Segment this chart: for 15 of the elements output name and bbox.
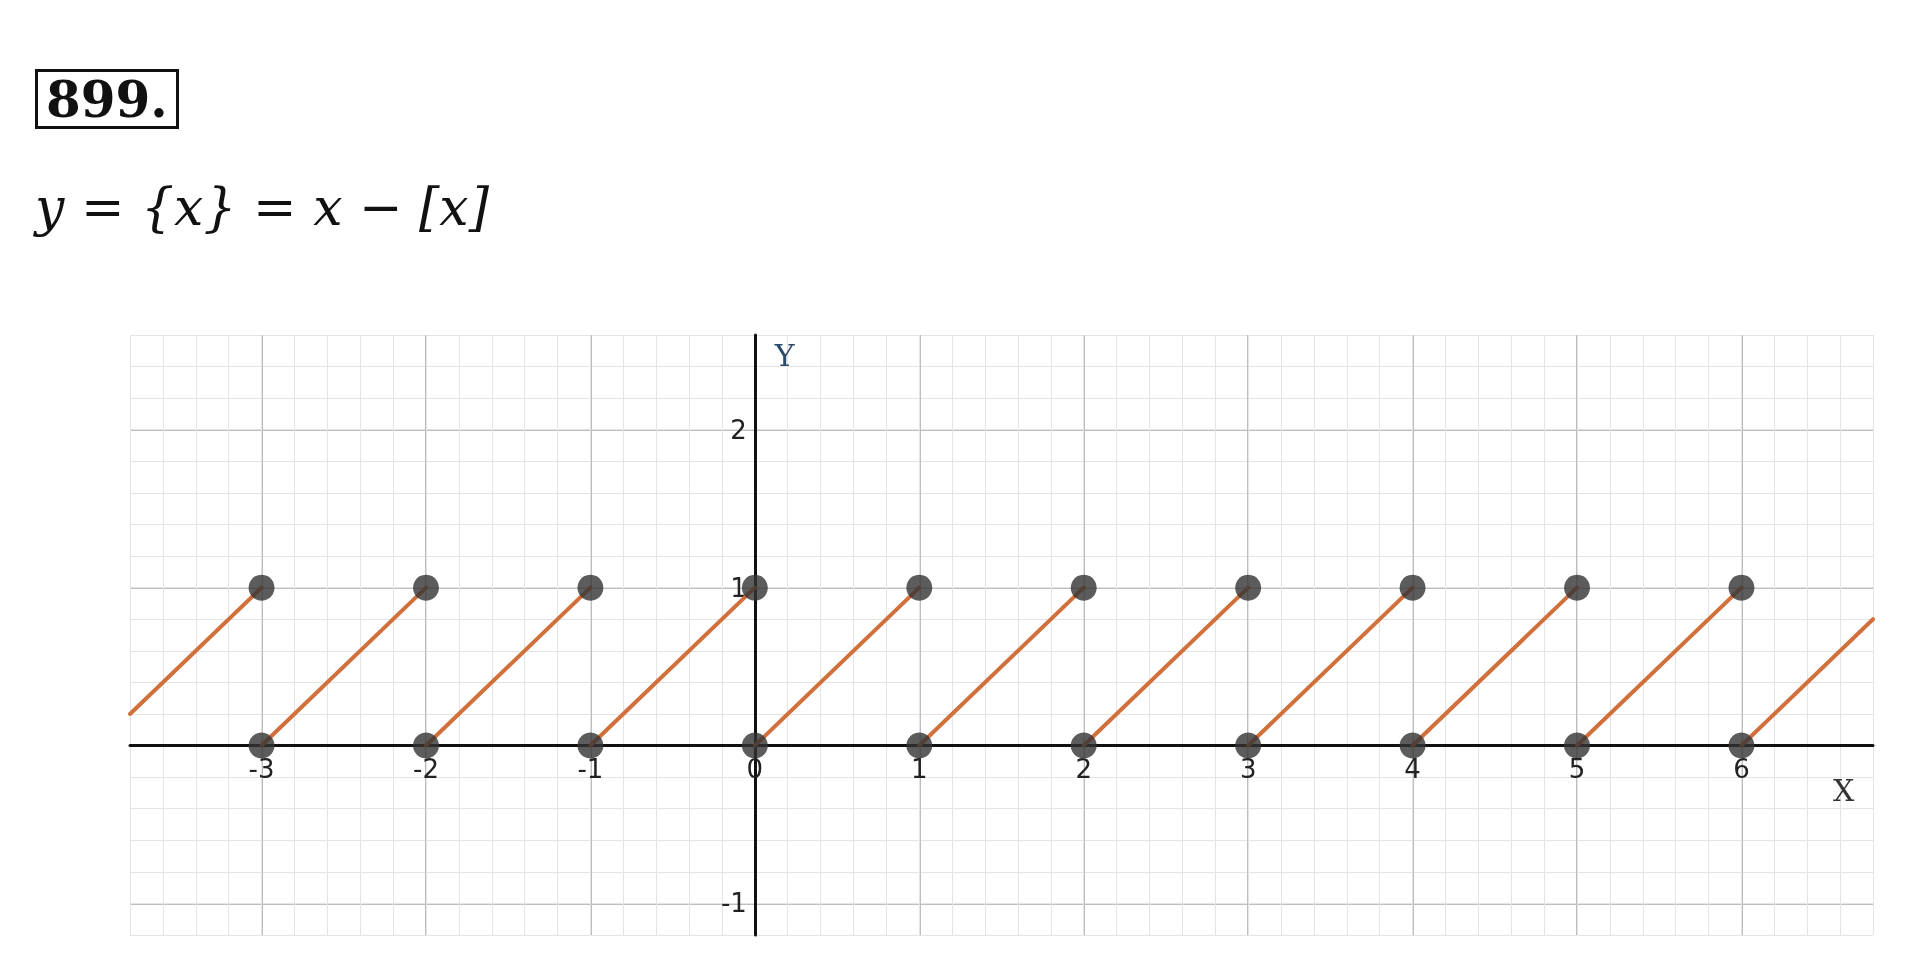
- x-tick-label: -1: [577, 753, 604, 784]
- x-tick-label: -2: [413, 753, 439, 784]
- x-tick-label: 2: [1075, 753, 1092, 784]
- x-tick-label: 1: [911, 753, 928, 784]
- x-tick-label: 5: [1568, 753, 1586, 784]
- x-axis-title: X: [1833, 773, 1855, 809]
- chart-subtitle: y = {x} = x − [x]: [33, 177, 490, 237]
- x-tick-label: 6: [1733, 753, 1750, 784]
- y-axis-title: Y: [773, 337, 796, 373]
- y-tick-label: -1: [720, 888, 747, 919]
- chart-title: 899.: [46, 69, 168, 129]
- x-tick-label: 4: [1404, 753, 1421, 784]
- x-tick-label: 3: [1239, 753, 1257, 784]
- y-tick-label: 2: [730, 414, 747, 445]
- x-tick-label: -3: [248, 753, 275, 784]
